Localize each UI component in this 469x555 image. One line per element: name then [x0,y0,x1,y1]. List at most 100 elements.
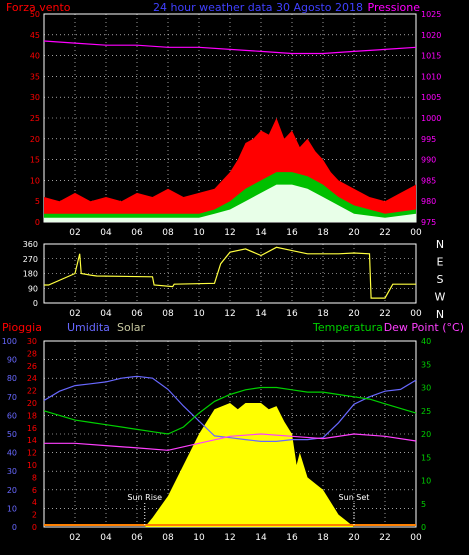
y-tick-label: 24 [27,374,37,383]
y-tick-label: 985 [421,176,436,185]
wind-chart-title: 24 hour weather data 30 Agosto 2018 [153,1,363,14]
direction-y-axis: 0 90 180 270 360 [23,240,38,308]
compass-label: N [436,238,444,251]
humidity-line [43,375,417,442]
y-tick-label: 16 [27,424,37,433]
y-tick-label: 50 [7,430,17,439]
dew-point-line [44,433,417,451]
y-tick-label: 6 [32,486,37,495]
y-tick-label: 1020 [421,31,441,40]
y-tick-label: 90 [28,284,38,293]
wind-ylabel-right: Pressione [368,1,421,14]
atmo-x-axis: 02 04 06 08 10 12 14 16 18 20 22 00 [69,533,422,543]
y-tick-label: 50 [30,10,40,19]
y-tick-label: 20 [27,399,37,408]
atmo-y-axis-humidity: 0 10 20 30 40 50 60 70 80 90 100 [2,337,17,532]
y-tick-label: 5 [35,197,40,206]
x-tick-label: 04 [100,228,112,238]
x-tick-label: 16 [286,228,298,238]
x-tick-label: 02 [69,309,80,319]
sunset-label: Sun Set [339,493,370,502]
y-tick-label: 18 [27,411,37,420]
y-tick-label: 25 [30,114,40,123]
y-tick-label: 10 [30,176,40,185]
y-tick-label: 270 [23,255,38,264]
y-tick-label: 0 [35,218,40,227]
y-tick-label: 28 [27,349,37,358]
y-tick-label: 1000 [421,114,441,123]
wind-x-axis: 02 04 06 08 10 12 14 16 18 20 22 00 [69,228,422,238]
x-tick-label: 18 [317,533,329,543]
y-tick-label: 1025 [421,10,441,19]
y-tick-label: 12 [27,449,37,458]
label-humidity: Umidita [67,321,110,334]
x-tick-label: 10 [193,228,205,238]
y-tick-label: 30 [7,467,17,476]
y-tick-label: 20 [7,486,17,495]
x-tick-label: 16 [286,309,298,319]
compass-label: S [437,273,444,286]
wind-y-axis-left: 0 5 10 15 20 25 30 35 40 45 50 [30,10,40,227]
y-tick-label: 14 [27,436,37,445]
compass-label: W [435,291,446,304]
y-tick-label: 90 [7,356,17,365]
x-tick-label: 06 [131,228,143,238]
y-tick-label: 45 [30,31,40,40]
y-tick-label: 0 [12,523,17,532]
y-tick-label: 35 [421,360,431,369]
y-tick-label: 80 [7,374,17,383]
y-tick-label: 70 [7,393,17,402]
y-tick-label: 990 [421,156,436,165]
y-tick-label: 10 [27,461,37,470]
x-tick-label: 02 [69,533,80,543]
x-tick-label: 06 [131,309,143,319]
x-tick-label: 10 [193,309,205,319]
label-dew-point: Dew Point (°C) [384,321,464,334]
x-tick-label: 20 [348,533,360,543]
y-tick-label: 20 [30,135,40,144]
x-tick-label: 00 [410,228,422,238]
wind-min-area [44,184,416,222]
x-tick-label: 22 [379,228,390,238]
y-tick-label: 35 [30,72,40,81]
x-tick-label: 20 [348,309,360,319]
x-tick-label: 18 [317,309,329,319]
y-tick-label: 40 [30,52,40,61]
x-tick-label: 06 [131,533,143,543]
y-tick-label: 30 [421,384,431,393]
direction-line [44,246,416,299]
y-tick-label: 15 [30,156,40,165]
y-tick-label: 25 [421,407,431,416]
y-tick-label: 0 [32,523,37,532]
solar-area [144,403,354,527]
y-tick-label: 360 [23,240,38,249]
label-solar: Solar [117,321,146,334]
atmo-y-axis-temperature: 0 5 10 15 20 25 30 35 40 [421,337,431,532]
y-tick-label: 1010 [421,72,441,81]
y-tick-label: 980 [421,197,436,206]
wind-ylabel-left: Forza vento [6,1,71,14]
sunrise-label: Sun Rise [127,493,162,502]
x-tick-label: 12 [224,533,235,543]
compass-label: N [436,308,444,321]
y-tick-label: 1005 [421,93,441,102]
wind-y-axis-right: 975 980 985 990 995 1000 1005 1010 1015 1020 1025 [421,10,441,227]
y-tick-label: 975 [421,218,436,227]
y-tick-label: 20 [421,430,431,439]
direction-series [44,246,416,299]
y-tick-label: 4 [32,498,37,507]
y-tick-label: 60 [7,411,17,420]
y-tick-label: 22 [27,387,37,396]
y-tick-label: 15 [421,453,431,462]
x-tick-label: 20 [348,228,360,238]
temperature-line [43,386,417,435]
y-tick-label: 26 [27,362,37,371]
y-tick-label: 100 [2,337,17,346]
y-tick-label: 40 [7,449,17,458]
x-tick-label: 04 [100,533,112,543]
